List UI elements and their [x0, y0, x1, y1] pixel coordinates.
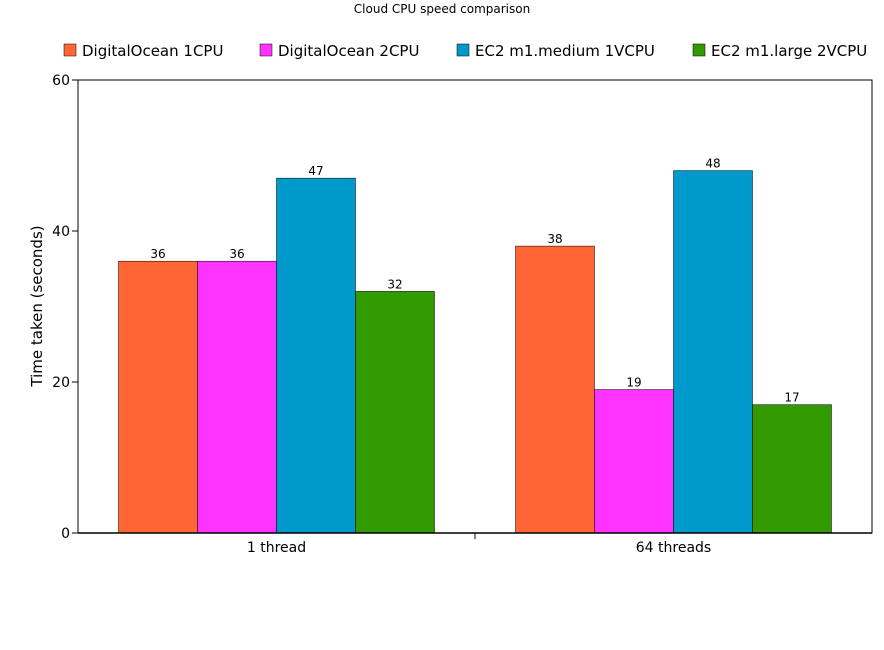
chart-title: Cloud CPU speed comparison — [354, 2, 530, 16]
bar-value-label: 17 — [784, 391, 799, 405]
bar — [118, 260, 198, 534]
bar-value-label: 38 — [547, 232, 562, 246]
bar — [197, 260, 277, 534]
bar — [752, 404, 832, 534]
y-axis-title: Time taken (seconds) — [28, 225, 46, 387]
legend: DigitalOcean 1CPU DigitalOcean 2CPU EC2 m1… — [63, 42, 867, 60]
bar — [276, 177, 356, 534]
x-tick-label: 1 thread — [247, 540, 306, 556]
bar-value-label: 36 — [229, 247, 244, 261]
y-tick-label: 20 — [52, 375, 70, 391]
y-tick-label: 0 — [61, 526, 70, 542]
legend-swatch — [692, 43, 706, 57]
bar — [355, 291, 435, 534]
y-tick-label: 40 — [52, 224, 70, 240]
axes-group: 0 20 40 60 1 thread 64 threads — [52, 73, 872, 556]
legend-label: EC2 m1.large 2VCPU — [711, 42, 867, 60]
x-tick-label: 64 threads — [636, 540, 711, 556]
bar — [594, 389, 674, 534]
legend-swatch — [259, 43, 273, 57]
bar-value-label: 48 — [705, 157, 720, 171]
bar — [515, 245, 595, 534]
bars-group: 36 36 47 32 38 19 48 17 — [118, 157, 832, 534]
legend-label: EC2 m1.medium 1VCPU — [475, 42, 655, 60]
bar-value-label: 36 — [150, 247, 165, 261]
legend-label: DigitalOcean 1CPU — [82, 42, 223, 60]
legend-swatch — [456, 43, 470, 57]
legend-swatch — [63, 43, 77, 57]
y-tick-label: 60 — [52, 73, 70, 89]
bar — [673, 170, 753, 534]
legend-label: DigitalOcean 2CPU — [278, 42, 419, 60]
bar-value-label: 32 — [387, 277, 402, 291]
bar-value-label: 19 — [626, 376, 641, 390]
bar-value-label: 47 — [308, 164, 323, 178]
